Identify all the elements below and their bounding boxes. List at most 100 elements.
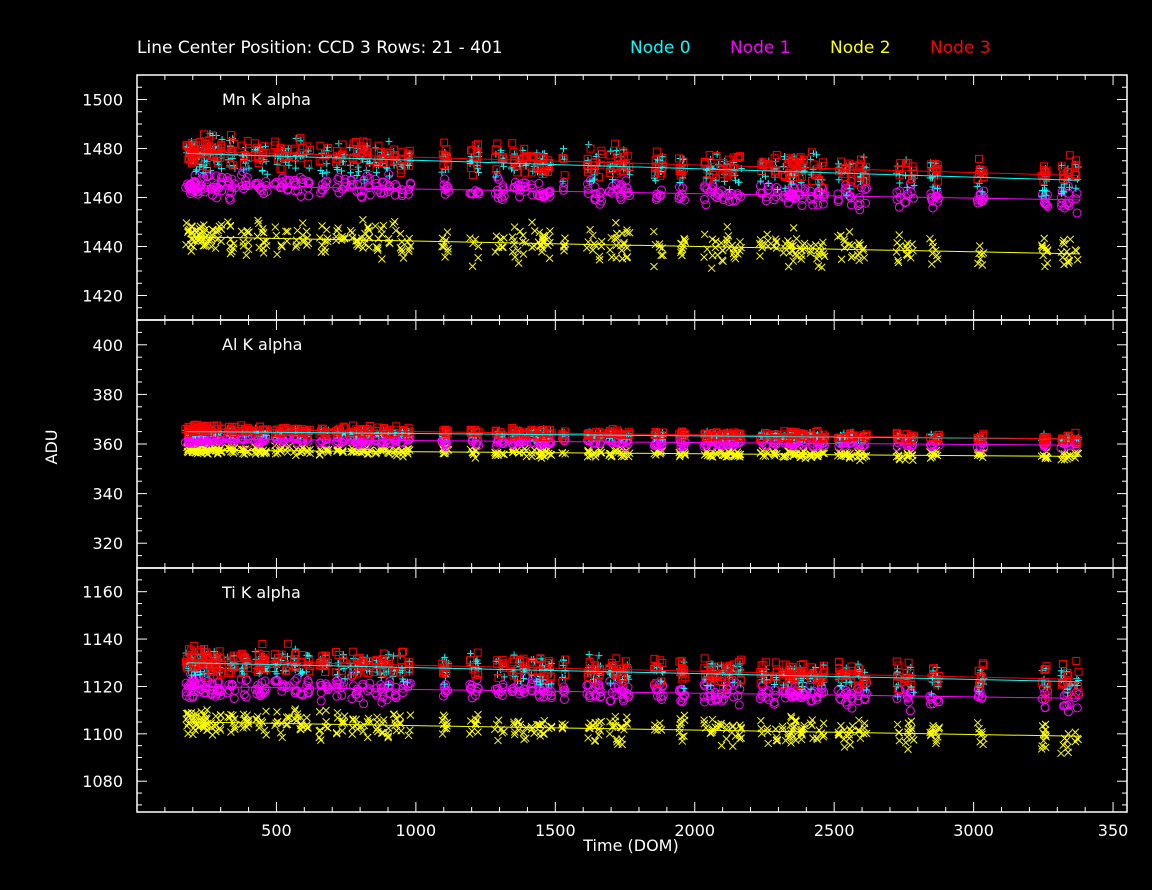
data-point: [491, 248, 500, 256]
data-point: [527, 168, 536, 177]
data-point: [561, 234, 569, 243]
data-point: [405, 245, 413, 253]
data-point: [677, 248, 685, 257]
data-point: [347, 169, 355, 177]
data-point: [292, 164, 300, 172]
data-point: [658, 164, 667, 173]
data-point: [584, 734, 592, 742]
data-point: [728, 742, 737, 750]
data-point: [338, 234, 347, 243]
y-tick-label: 1440: [82, 238, 123, 257]
data-point: [785, 170, 794, 179]
data-point: [893, 720, 902, 729]
panel-label: Ti K alpha: [221, 583, 301, 602]
data-point: [444, 247, 452, 256]
data-point: [303, 159, 312, 168]
y-tick-label: 1140: [82, 630, 123, 649]
data-point: [616, 183, 626, 193]
data-point: [441, 253, 449, 261]
legend-node-2: Node 2: [830, 38, 891, 58]
data-point: [443, 228, 452, 236]
data-point: [289, 177, 299, 187]
data-point: [655, 240, 664, 248]
data-point: [676, 179, 684, 187]
data-point: [187, 247, 196, 256]
data-point: [699, 194, 709, 204]
data-point: [560, 241, 568, 250]
data-point: [929, 183, 937, 191]
data-point: [857, 155, 866, 164]
data-point: [1040, 702, 1050, 712]
data-point: [318, 170, 326, 178]
data-point: [702, 176, 711, 185]
data-point: [296, 154, 305, 163]
data-point: [623, 253, 632, 261]
y-tick-label: 320: [92, 534, 123, 553]
data-point: [1040, 168, 1049, 177]
data-point: [519, 153, 528, 162]
data-point: [321, 182, 331, 192]
data-point: [1057, 162, 1066, 171]
data-point: [339, 650, 347, 658]
data-point: [1071, 194, 1081, 204]
data-point: [624, 191, 634, 201]
data-point: [595, 193, 605, 203]
data-point: [519, 250, 528, 258]
data-point: [385, 157, 394, 166]
data-point: [847, 241, 856, 250]
data-point: [595, 252, 604, 261]
data-point: [290, 676, 300, 686]
data-point: [438, 168, 446, 176]
data-point: [896, 159, 905, 168]
data-point: [439, 242, 448, 251]
data-point: [705, 150, 714, 159]
data-point: [539, 160, 548, 169]
data-point: [475, 148, 483, 156]
data-point: [708, 235, 717, 244]
data-point: [316, 696, 326, 706]
data-point: [597, 237, 606, 246]
data-point: [373, 713, 381, 722]
data-point: [833, 197, 843, 207]
data-point: [586, 177, 594, 185]
data-point: [474, 165, 482, 173]
data-point: [229, 694, 239, 704]
data-points: [181, 639, 1084, 758]
data-point: [242, 172, 252, 182]
data-point: [590, 737, 599, 745]
data-point: [397, 246, 406, 254]
data-point: [1064, 259, 1073, 267]
data-point: [363, 733, 372, 742]
data-point: [276, 164, 285, 173]
data-point: [611, 180, 621, 190]
data-point: [396, 244, 405, 252]
data-point: [1060, 180, 1068, 188]
data-point: [360, 176, 368, 184]
data-point: [979, 192, 989, 202]
data-point: [1039, 176, 1048, 185]
data-point: [229, 239, 238, 248]
y-tick-label: 1100: [82, 725, 123, 744]
data-point: [840, 743, 849, 751]
data-point: [835, 176, 843, 184]
data-point: [362, 147, 371, 156]
data-point: [360, 239, 369, 248]
data-point: [442, 181, 452, 191]
data-point: [357, 192, 367, 202]
data-point: [538, 244, 547, 253]
data-point: [1064, 198, 1074, 208]
data-point: [789, 224, 798, 232]
data-point: [1071, 728, 1080, 737]
data-point: [846, 185, 854, 193]
data-point: [932, 165, 941, 174]
data-point: [302, 713, 311, 722]
data-point: [372, 144, 380, 152]
data-point: [193, 166, 201, 174]
data-point: [854, 179, 863, 188]
data-point: [398, 248, 406, 257]
data-point: [723, 170, 732, 179]
data-point: [384, 733, 392, 742]
data-point: [292, 674, 302, 684]
data-point: [843, 191, 851, 199]
